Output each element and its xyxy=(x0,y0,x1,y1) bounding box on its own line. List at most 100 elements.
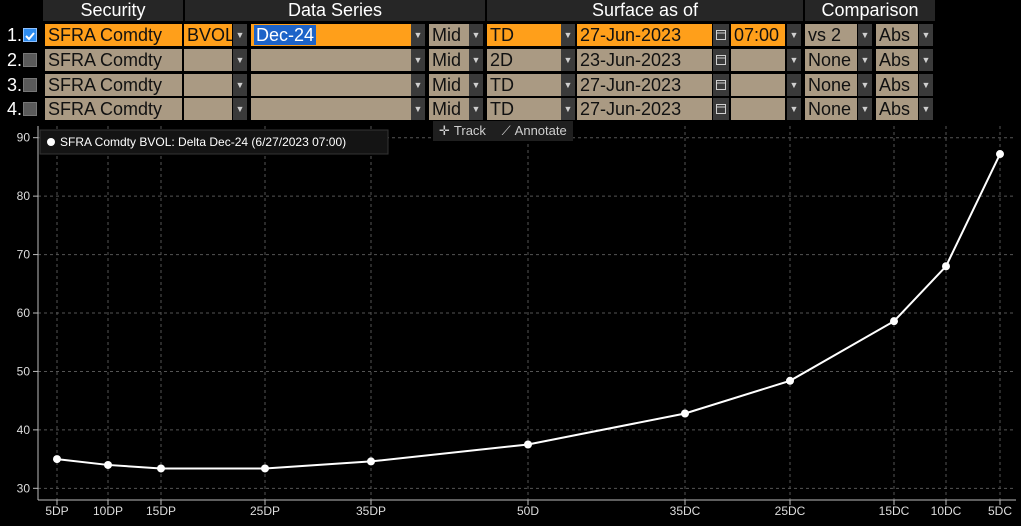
calendar-icon[interactable] xyxy=(713,98,729,120)
calendar-icon[interactable] xyxy=(713,74,729,96)
row-number: 3. xyxy=(6,75,22,95)
mode-select[interactable]: Abs xyxy=(876,74,918,96)
mode-select[interactable]: Abs xyxy=(876,98,918,120)
security-input[interactable]: SFRA Comdty xyxy=(45,98,182,120)
header-security: Security xyxy=(43,0,183,21)
series-input[interactable] xyxy=(251,74,411,96)
x-tick-label: 50D xyxy=(517,504,539,518)
mode-dropdown-icon[interactable]: ▼ xyxy=(919,74,933,96)
relative-date-dropdown-icon[interactable]: ▼ xyxy=(561,24,575,46)
data-point xyxy=(890,317,898,326)
mode-dropdown-icon[interactable]: ▼ xyxy=(919,24,933,46)
side-select[interactable]: Mid xyxy=(429,24,469,46)
row-checkbox[interactable] xyxy=(23,78,37,92)
x-tick-label: 35DC xyxy=(670,504,701,518)
series-dropdown-icon[interactable]: ▼ xyxy=(411,49,425,71)
data-point xyxy=(681,409,689,418)
field-dropdown-icon[interactable]: ▼ xyxy=(233,74,247,96)
time-dropdown-icon[interactable]: ▼ xyxy=(787,98,801,120)
side-dropdown-icon[interactable]: ▼ xyxy=(469,74,483,96)
compare-dropdown-icon[interactable]: ▼ xyxy=(858,74,872,96)
side-dropdown-icon[interactable]: ▼ xyxy=(469,49,483,71)
date-input[interactable]: 23-Jun-2023 xyxy=(577,49,712,71)
series-dropdown-icon[interactable]: ▼ xyxy=(411,98,425,120)
compare-select[interactable]: None xyxy=(805,74,857,96)
compare-dropdown-icon[interactable]: ▼ xyxy=(858,98,872,120)
calendar-icon[interactable] xyxy=(713,49,729,71)
series-input[interactable] xyxy=(251,98,411,120)
annotate-button[interactable]: ⟋ Annotate xyxy=(496,121,573,141)
security-input[interactable]: SFRA Comdty xyxy=(45,74,182,96)
x-tick-label: 5DC xyxy=(988,504,1012,518)
date-input[interactable]: 27-Jun-2023 xyxy=(577,74,712,96)
row-checkbox[interactable] xyxy=(23,28,37,42)
mode-dropdown-icon[interactable]: ▼ xyxy=(919,98,933,120)
annotate-label: Annotate xyxy=(514,123,567,138)
time-dropdown-icon[interactable]: ▼ xyxy=(787,49,801,71)
time-dropdown-icon[interactable]: ▼ xyxy=(787,24,801,46)
crosshair-icon: ✛ xyxy=(439,123,450,138)
compare-dropdown-icon[interactable]: ▼ xyxy=(858,49,872,71)
series-input[interactable]: Dec-24 xyxy=(251,24,411,46)
calendar-icon[interactable] xyxy=(713,24,729,46)
side-select[interactable]: Mid xyxy=(429,98,469,120)
time-input[interactable]: 07:00 xyxy=(731,24,785,46)
y-tick-label: 50 xyxy=(17,364,31,378)
y-tick-label: 80 xyxy=(17,189,31,203)
field-input[interactable] xyxy=(184,98,232,120)
relative-date-dropdown-icon[interactable]: ▼ xyxy=(561,98,575,120)
relative-date-input[interactable]: 2D xyxy=(487,49,561,71)
time-dropdown-icon[interactable]: ▼ xyxy=(787,74,801,96)
y-tick-label: 30 xyxy=(17,481,31,495)
series-selected-text: Dec-24 xyxy=(254,25,317,45)
field-dropdown-icon[interactable]: ▼ xyxy=(233,24,247,46)
x-tick-label: 15DP xyxy=(146,504,176,518)
compare-select[interactable]: None xyxy=(805,49,857,71)
relative-date-dropdown-icon[interactable]: ▼ xyxy=(561,74,575,96)
field-input[interactable] xyxy=(184,49,232,71)
date-input[interactable]: 27-Jun-2023 xyxy=(577,24,712,46)
relative-date-input[interactable]: TD xyxy=(487,98,561,120)
row-number: 1. xyxy=(6,25,22,45)
side-dropdown-icon[interactable]: ▼ xyxy=(469,24,483,46)
series-dropdown-icon[interactable]: ▼ xyxy=(411,74,425,96)
time-input[interactable] xyxy=(731,49,785,71)
row-number: 4. xyxy=(6,99,22,119)
compare-select[interactable]: vs 2 xyxy=(805,24,857,46)
series-input[interactable] xyxy=(251,49,411,71)
y-tick-label: 60 xyxy=(17,306,31,320)
compare-select[interactable]: None xyxy=(805,98,857,120)
relative-date-input[interactable]: TD xyxy=(487,74,561,96)
field-dropdown-icon[interactable]: ▼ xyxy=(233,98,247,120)
data-point xyxy=(261,464,269,473)
compare-dropdown-icon[interactable]: ▼ xyxy=(858,24,872,46)
row-checkbox[interactable] xyxy=(23,102,37,116)
line-chart[interactable]: 30 40 50 60 70 80 90 5DP 10DP 15DP 25DP 35DP 50D 35DC… xyxy=(0,120,1021,526)
relative-date-dropdown-icon[interactable]: ▼ xyxy=(561,49,575,71)
field-dropdown-icon[interactable]: ▼ xyxy=(233,49,247,71)
x-tick-label: 25DC xyxy=(775,504,806,518)
mode-select[interactable]: Abs xyxy=(876,49,918,71)
data-point xyxy=(942,262,950,271)
mode-dropdown-icon[interactable]: ▼ xyxy=(919,49,933,71)
side-dropdown-icon[interactable]: ▼ xyxy=(469,98,483,120)
time-input[interactable] xyxy=(731,98,785,120)
series-dropdown-icon[interactable]: ▼ xyxy=(411,24,425,46)
side-select[interactable]: Mid xyxy=(429,49,469,71)
security-input[interactable]: SFRA Comdty xyxy=(45,24,182,46)
field-input[interactable]: BVOL xyxy=(184,24,232,46)
relative-date-input[interactable]: TD xyxy=(487,24,561,46)
track-button[interactable]: ✛ Track xyxy=(433,121,492,141)
y-tick-label: 70 xyxy=(17,248,31,262)
date-input[interactable]: 27-Jun-2023 xyxy=(577,98,712,120)
field-input[interactable] xyxy=(184,74,232,96)
security-input[interactable]: SFRA Comdty xyxy=(45,49,182,71)
x-tick-label: 15DC xyxy=(879,504,910,518)
legend-marker xyxy=(47,138,55,146)
side-select[interactable]: Mid xyxy=(429,74,469,96)
data-point xyxy=(524,440,532,449)
y-tick-label: 90 xyxy=(17,131,31,145)
row-checkbox[interactable] xyxy=(23,53,37,67)
mode-select[interactable]: Abs xyxy=(876,24,918,46)
time-input[interactable] xyxy=(731,74,785,96)
